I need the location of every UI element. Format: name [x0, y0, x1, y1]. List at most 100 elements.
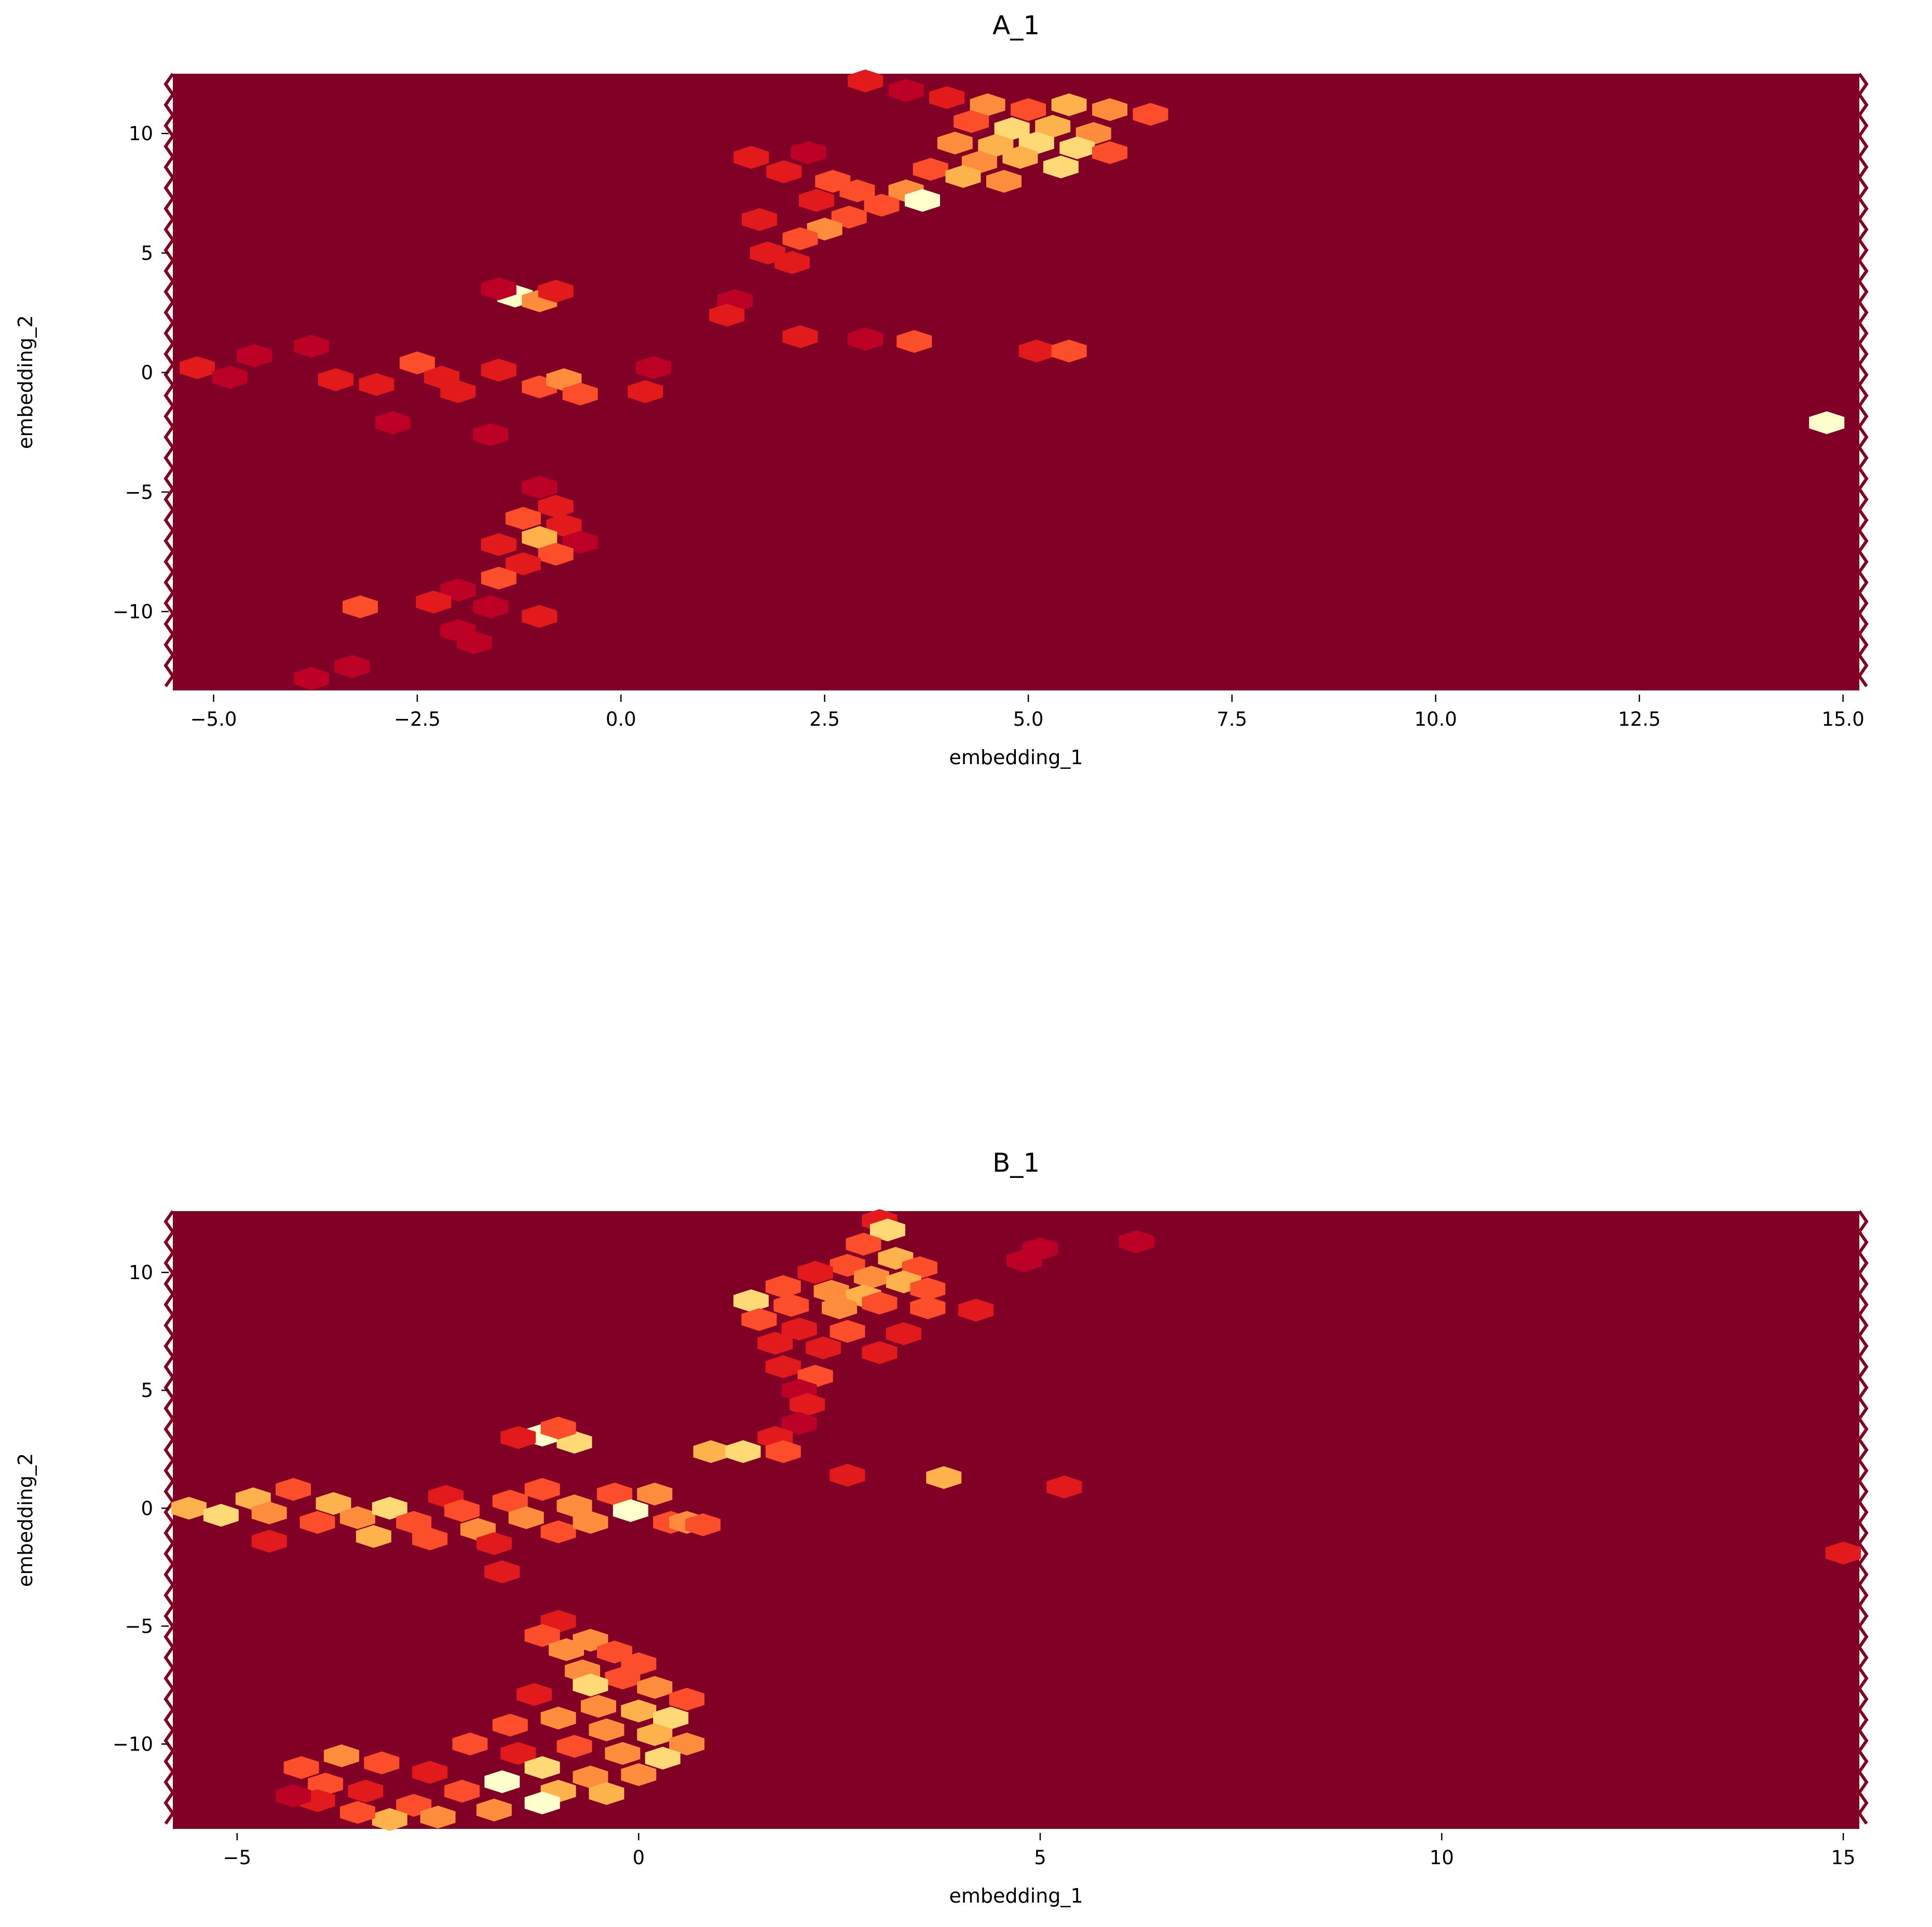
hex-bin	[1092, 98, 1127, 121]
x-tick-label: 5	[1034, 1847, 1046, 1869]
hex-bin	[524, 1792, 560, 1815]
hex-bin	[251, 1501, 287, 1525]
hex-bin	[741, 1308, 777, 1331]
hex-bin	[1002, 146, 1038, 169]
hex-bin	[540, 1416, 576, 1440]
hex-bin	[508, 1506, 544, 1529]
hex-bin	[573, 1511, 608, 1534]
hex-bin	[1051, 93, 1087, 116]
hex-bin	[653, 1706, 689, 1730]
hex-bin	[334, 655, 370, 678]
hex-bin	[798, 189, 834, 212]
hex-bin	[556, 1494, 592, 1517]
hexbin-panel-a1: A_1 −5.0 −2.5 0.0 2.5 5.0 7.5 10.0 12.5 15.0 10 5 0 −…	[14, 10, 1869, 769]
hex-bin	[293, 667, 329, 690]
x-tick-label: 15.0	[1821, 708, 1864, 730]
hex-bin	[500, 1426, 536, 1449]
hex-bin	[994, 117, 1030, 140]
hex-bin	[733, 146, 769, 169]
hex-bin	[180, 356, 215, 379]
hex-bin	[1011, 98, 1046, 121]
hexbin-panel-b1: B_1 −5 0 5 10 15 10 5 0 −5 −10 embedding_1 embedding…	[14, 1148, 1869, 1907]
hex-bin	[580, 1694, 616, 1718]
hex-bin	[605, 1742, 641, 1765]
hex-bin	[476, 1532, 512, 1555]
x-tick-label: 10	[1430, 1847, 1454, 1869]
hex-bin	[970, 93, 1005, 116]
hex-bin	[516, 1683, 552, 1706]
hex-bin	[203, 1503, 239, 1527]
y-tick-label: −5	[125, 481, 153, 504]
hex-bin	[556, 1735, 592, 1758]
hex-bin	[637, 1676, 673, 1699]
hex-bin	[829, 1463, 865, 1487]
hex-bin	[613, 1499, 648, 1522]
hex-bin	[505, 552, 541, 575]
hex-bin	[773, 1294, 809, 1317]
x-tick-label: −5.0	[191, 708, 237, 730]
hex-bin	[524, 1756, 560, 1779]
hex-bin	[637, 1483, 673, 1506]
hex-bin	[492, 1714, 528, 1737]
hex-bin	[645, 1746, 681, 1770]
hex-bin	[782, 325, 818, 348]
hex-bin	[913, 158, 948, 181]
x-tick-label: 10.0	[1414, 708, 1457, 730]
hex-bin	[693, 1440, 729, 1463]
hex-bin	[954, 110, 989, 133]
hex-bin	[725, 1440, 761, 1463]
hex-bin	[839, 179, 875, 202]
left-hex-edge	[164, 1210, 175, 1825]
x-axis-label: embedding_1	[949, 1884, 1083, 1907]
hex-bin	[444, 1780, 480, 1803]
hex-bin	[1059, 136, 1095, 159]
hex-bin	[986, 170, 1022, 193]
hex-bin	[364, 1751, 400, 1774]
hex-bin	[864, 194, 900, 217]
hex-bin	[473, 595, 509, 618]
hex-bin	[782, 227, 818, 250]
hex-bin	[339, 1506, 375, 1529]
hex-bin	[905, 189, 940, 212]
hex-bin	[621, 1699, 657, 1722]
x-axis-label: embedding_1	[949, 746, 1083, 769]
y-tick-label: 10	[129, 1261, 153, 1284]
hex-bin	[589, 1782, 624, 1805]
hex-bin	[596, 1483, 632, 1506]
hex-bin	[709, 304, 745, 327]
hex-bin	[910, 1296, 946, 1320]
hex-bin	[806, 1336, 841, 1360]
hex-bin	[171, 1497, 207, 1520]
hex-bin	[492, 1489, 528, 1513]
hex-bin	[1018, 340, 1054, 363]
hex-bin	[540, 1520, 576, 1543]
hex-bin	[765, 1275, 801, 1298]
hex-bin	[444, 1499, 480, 1522]
hex-bin	[522, 605, 557, 628]
hex-bin	[1006, 1249, 1042, 1272]
hex-bin	[538, 280, 574, 303]
hex-bin	[958, 1298, 994, 1322]
hex-bin	[669, 1688, 705, 1711]
hex-bin	[300, 1511, 335, 1534]
hex-bin	[416, 590, 452, 614]
hex-bin	[323, 1744, 359, 1768]
hex-bin	[926, 1466, 962, 1489]
hex-bin	[540, 1706, 576, 1730]
hex-bin	[484, 1770, 520, 1794]
hex-bin	[412, 1527, 448, 1551]
hex-bin	[276, 1784, 311, 1808]
hex-bin	[862, 1292, 897, 1315]
hex-bin	[396, 1511, 432, 1534]
plot-area	[173, 1211, 1859, 1829]
hex-bin	[1051, 340, 1087, 363]
hex-bin	[797, 1261, 833, 1284]
hex-bin	[452, 1732, 488, 1756]
hex-bin	[481, 566, 516, 590]
hex-bin	[621, 1763, 657, 1786]
x-tick-label: 5.0	[1013, 708, 1044, 730]
hex-bin	[283, 1756, 319, 1779]
hex-bin	[399, 351, 435, 375]
hex-bin	[236, 344, 272, 368]
